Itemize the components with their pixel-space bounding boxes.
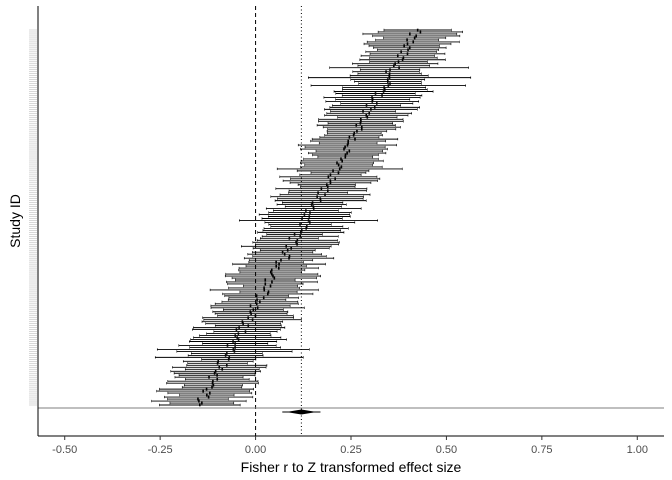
x-tick-label: -0.25 [148,444,173,456]
summary-diamond-group [282,409,321,415]
axes: -0.50 -0.25 0.00 0.25 0.50 0.75 1.00 [37,6,664,456]
x-axis-title: Fisher r to Z transformed effect size [241,459,462,475]
x-tick-label: 1.00 [627,444,648,456]
x-tick-label: -0.50 [52,444,77,456]
study-intervals [29,28,472,407]
summary-diamond [286,409,317,415]
y-axis-title: Study ID [7,194,23,248]
x-tick-label: 0.75 [531,444,552,456]
x-tick-label: 0.50 [436,444,457,456]
x-tick-label: 0.00 [245,444,266,456]
x-tick-label: 0.25 [340,444,361,456]
